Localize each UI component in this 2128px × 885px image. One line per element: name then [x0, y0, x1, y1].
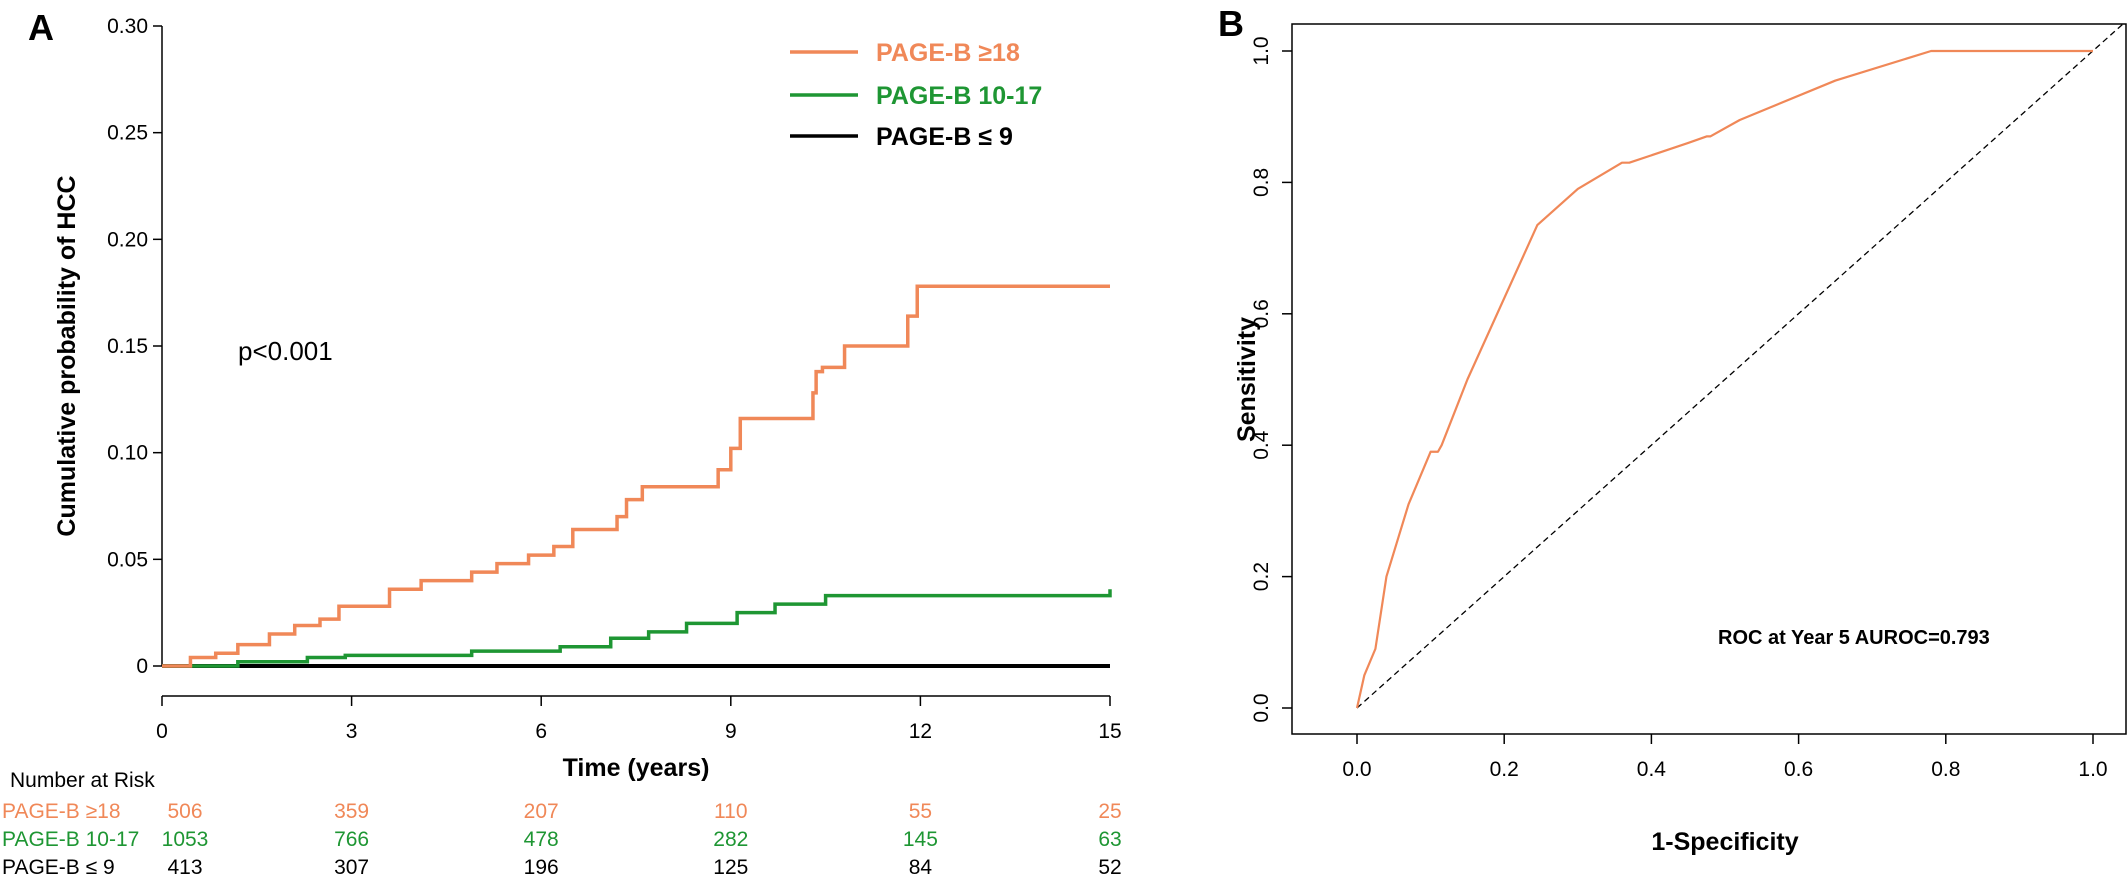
risk-row-label: PAGE-B 10-17 [2, 828, 139, 851]
risk-row-label: PAGE-B ≤ 9 [2, 856, 115, 879]
x-axis-title: 1-Specificity [1651, 828, 1798, 856]
risk-count: 282 [713, 828, 748, 851]
y-axis-title: Sensitivity [1233, 317, 1261, 442]
x-tick-label: 12 [909, 720, 932, 743]
p-value-annotation: p<0.001 [238, 336, 333, 366]
risk-count: 25 [1098, 800, 1121, 823]
x-tick-label: 6 [535, 720, 547, 743]
y-axis-title: Cumulative probability of HCC [53, 175, 81, 536]
y-tick-label: 0.15 [107, 335, 148, 358]
risk-count: 196 [524, 856, 559, 879]
x-tick-label: 0.2 [1490, 758, 1519, 781]
risk-count: 359 [334, 800, 369, 823]
risk-count: 110 [714, 800, 747, 823]
panel-a-letter: A [28, 7, 54, 48]
y-tick-label: 0.05 [107, 548, 148, 571]
x-tick-label: 0 [156, 720, 168, 743]
risk-count: 63 [1098, 828, 1121, 851]
y-tick-label: 0 [136, 655, 148, 678]
risk-count: 1053 [162, 828, 209, 851]
x-tick-label: 9 [725, 720, 737, 743]
risk-count: 506 [167, 800, 202, 823]
legend-label: PAGE-B 10-17 [876, 82, 1042, 110]
auroc-annotation: ROC at Year 5 AUROC=0.793 [1718, 627, 1990, 649]
km-curve-high-risk [162, 284, 1110, 668]
legend-label: PAGE-B ≥18 [876, 39, 1020, 67]
x-tick-label: 15 [1098, 720, 1121, 743]
reference-diagonal-line [1356, 23, 2124, 709]
y-tick-label: 0.6 [1250, 299, 1273, 328]
risk-count: 84 [909, 856, 933, 879]
y-tick-label: 0.10 [107, 442, 148, 465]
y-tick-label: 0.20 [107, 228, 148, 251]
panel-a-km-plot: A p<0.001 Number at Risk 0 0.05 0.10 0.15 0.… [2, 7, 1122, 879]
risk-count: 478 [524, 828, 559, 851]
risk-count: 766 [334, 828, 369, 851]
x-axis-title: Time (years) [563, 754, 710, 782]
roc-curve [1355, 49, 2093, 709]
risk-count: 55 [909, 800, 932, 823]
risk-count: 145 [903, 828, 938, 851]
plot-frame [1291, 23, 2127, 735]
y-tick-label: 0.30 [107, 15, 148, 38]
km-curve-mid-risk [162, 589, 1112, 668]
y-tick-label: 0.8 [1250, 168, 1273, 197]
x-tick-label: 0.0 [1342, 758, 1371, 781]
y-tick-label: 0.0 [1250, 693, 1273, 722]
risk-row-label: PAGE-B ≥18 [2, 800, 121, 823]
panel-b-roc-plot: B ROC at Year 5 AUROC=0.793 0.0 0.2 0.4 0.6… [1218, 3, 2127, 856]
number-at-risk-header: Number at Risk [10, 769, 155, 792]
y-tick-label: 0.2 [1250, 562, 1273, 591]
risk-count: 307 [334, 856, 369, 879]
x-tick-label: 0.8 [1931, 758, 1960, 781]
panel-b-letter: B [1218, 3, 1244, 44]
y-tick-label: 0.25 [107, 122, 148, 145]
risk-count: 207 [524, 800, 559, 823]
x-tick-label: 1.0 [2078, 758, 2107, 781]
risk-count: 52 [1098, 856, 1121, 879]
x-tick-label: 3 [346, 720, 358, 743]
x-tick-label: 0.6 [1784, 758, 1813, 781]
legend-label: PAGE-B ≤ 9 [876, 123, 1013, 151]
x-tick-label: 0.4 [1637, 758, 1667, 781]
risk-count: 413 [167, 856, 202, 879]
risk-count: 125 [713, 856, 748, 879]
y-tick-label: 0.4 [1250, 430, 1273, 460]
y-tick-label: 1.0 [1250, 36, 1273, 65]
